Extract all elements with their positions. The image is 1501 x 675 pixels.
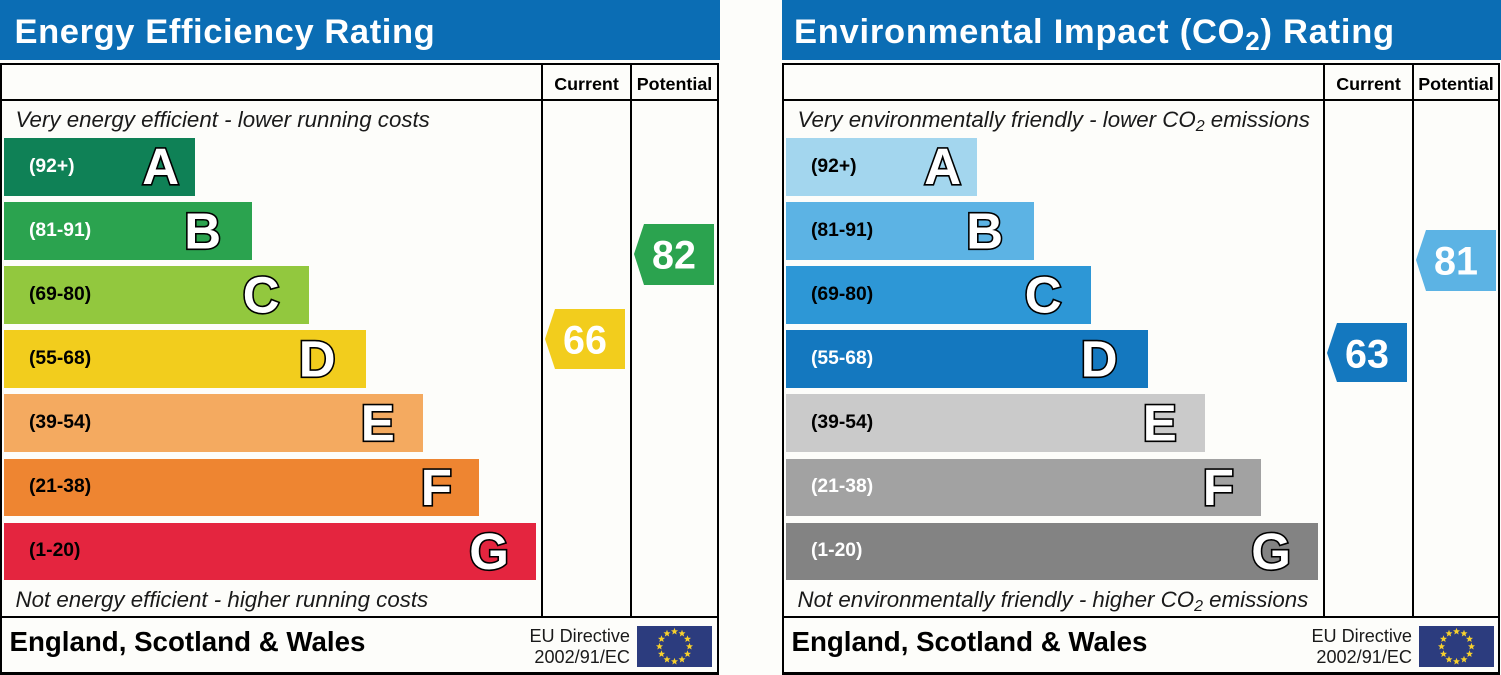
svg-text:B: B [184, 202, 221, 259]
svg-text:66: 66 [563, 319, 607, 363]
svg-text:E: E [361, 395, 395, 452]
svg-text:F: F [1203, 459, 1234, 516]
svg-text:E: E [1143, 395, 1177, 452]
svg-text:D: D [1081, 331, 1118, 388]
svg-text:C: C [243, 266, 280, 323]
svg-text:D: D [299, 331, 336, 388]
svg-text:F: F [421, 459, 452, 516]
svg-text:81: 81 [1434, 240, 1478, 284]
svg-text:82: 82 [652, 234, 696, 278]
svg-text:63: 63 [1345, 333, 1389, 377]
svg-text:A: A [142, 138, 179, 195]
svg-text:G: G [469, 523, 509, 580]
svg-text:B: B [966, 202, 1003, 259]
svg-text:G: G [1251, 523, 1291, 580]
svg-text:C: C [1025, 266, 1062, 323]
svg-text:A: A [924, 138, 961, 195]
